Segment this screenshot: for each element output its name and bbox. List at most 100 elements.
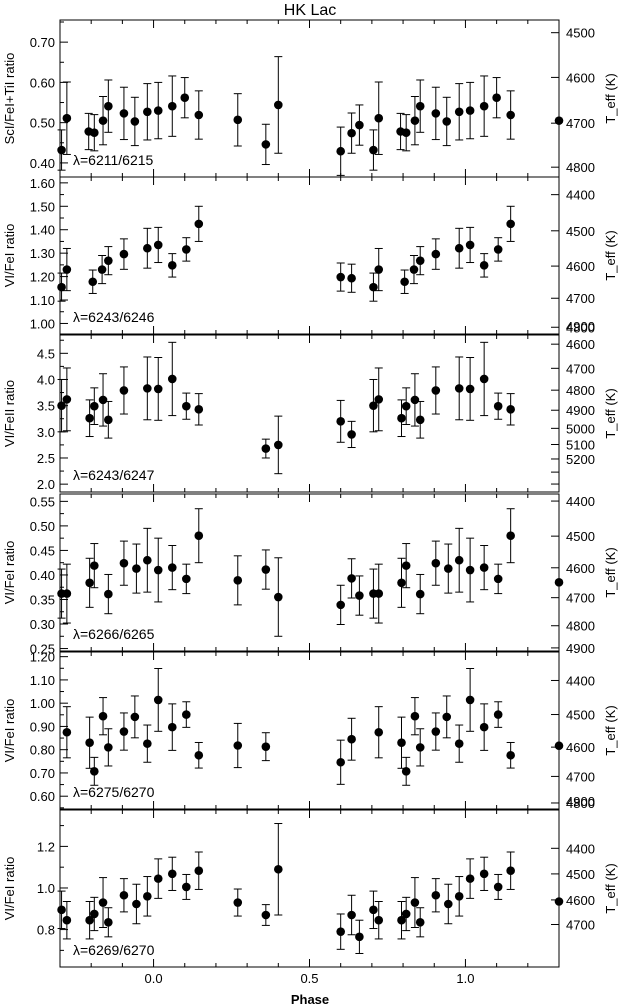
data-point — [274, 864, 283, 874]
data-point — [143, 555, 152, 565]
y-tick-label: 0.25 — [30, 642, 55, 657]
data-point — [261, 742, 271, 751]
y-tick-label: 0.35 — [30, 592, 55, 607]
data-point — [143, 739, 152, 748]
data-point — [431, 249, 441, 259]
data-point — [153, 695, 163, 705]
y-tick-label: 4.5 — [37, 346, 55, 361]
data-point — [90, 909, 99, 919]
data-point — [506, 405, 515, 414]
y-tick-label: 2.0 — [37, 477, 55, 492]
data-point — [233, 576, 243, 585]
data-point — [62, 727, 72, 737]
data-point — [182, 710, 191, 719]
right-tick-label: 4400 — [566, 673, 595, 688]
data-point — [415, 917, 425, 927]
data-point — [479, 101, 489, 111]
panel-3: 2.0 2.5 3.0 3.5 4.0 4.5 4600 4700 4800 4900 500051… — [2, 334, 618, 493]
data-point — [104, 917, 113, 927]
data-point — [167, 563, 177, 572]
data-point — [119, 727, 129, 736]
right-axis-label: T_eff (K) — [603, 388, 618, 438]
data-point — [454, 107, 464, 117]
y-tick-label: 3.5 — [37, 399, 55, 414]
wavelength-annotation: λ=6269/6270 — [73, 942, 155, 958]
right-tick-label: 4700 — [566, 917, 595, 932]
panel-1: 0.40 0.50 0.60 0.70 4500 4600 4700 4800 T_eff (K… — [2, 19, 618, 178]
data-point — [415, 256, 425, 265]
right-tick-label: 5200 — [566, 452, 595, 467]
y-tick-label: 1.10 — [30, 673, 55, 688]
data-point — [62, 113, 72, 123]
data-point — [465, 240, 475, 250]
data-point — [119, 109, 129, 118]
right-axis-label: T_eff (K) — [603, 73, 618, 123]
data-point — [465, 874, 475, 883]
data-point — [88, 277, 98, 287]
data-point — [98, 116, 108, 125]
data-point — [493, 245, 503, 254]
data-point — [153, 874, 163, 883]
y-tick-label: 1.00 — [30, 316, 55, 331]
data-point — [233, 115, 243, 125]
data-point — [57, 905, 66, 915]
data-point — [167, 374, 177, 384]
right-tick-label: 4800 — [566, 160, 595, 175]
right-tick-label: 4700 — [566, 116, 595, 131]
data-point — [130, 117, 140, 126]
data-point — [554, 741, 564, 751]
data-point — [85, 738, 94, 748]
data-point — [369, 905, 378, 915]
data-point — [401, 401, 411, 411]
data-point — [336, 146, 345, 156]
data-point — [410, 898, 420, 907]
panel-6: 0.8 1.0 1.2 4400 4500 4600 4700 T_eff (K) VI/FeI… — [2, 809, 618, 986]
data-point — [415, 101, 425, 111]
data-point — [410, 711, 420, 721]
data-point — [465, 384, 475, 394]
data-point — [180, 93, 190, 102]
data-point — [401, 909, 411, 919]
data-point — [415, 415, 425, 425]
x-axis-label: Phase — [291, 992, 329, 1007]
y-tick-label: 1.50 — [30, 199, 55, 214]
data-point — [400, 277, 409, 287]
data-point — [415, 743, 425, 752]
data-point — [119, 890, 129, 900]
data-point — [355, 120, 364, 130]
data-point — [347, 574, 356, 583]
y-tick-label: 0.8 — [37, 923, 55, 938]
data-point — [182, 574, 191, 584]
right-tick-label: 4700 — [566, 769, 595, 784]
right-tick-label: 4500 — [566, 529, 595, 544]
data-point — [493, 574, 503, 584]
y-axis-label: VI/FeI ratio — [2, 699, 17, 763]
data-point — [347, 430, 356, 439]
data-point — [479, 722, 489, 732]
data-point — [153, 565, 163, 575]
data-point — [454, 384, 464, 393]
data-point — [274, 440, 283, 450]
data-point — [194, 219, 204, 229]
data-point — [104, 589, 113, 599]
data-point — [401, 767, 411, 776]
y-tick-label: 0.60 — [30, 789, 55, 804]
data-point — [374, 395, 384, 404]
right-tick-label: 4600 — [566, 259, 595, 274]
wavelength-annotation: λ=6266/6265 — [73, 626, 155, 642]
data-point — [465, 695, 475, 705]
data-point — [153, 384, 163, 394]
y-tick-label: 0.70 — [30, 766, 55, 781]
right-tick-label: 4800 — [566, 383, 595, 398]
data-point — [132, 564, 141, 573]
data-point — [167, 261, 177, 270]
data-point — [85, 413, 94, 423]
right-tick-label: 5000 — [566, 421, 595, 436]
data-point — [374, 727, 384, 737]
data-point — [167, 869, 177, 879]
data-point — [90, 561, 99, 570]
data-point — [431, 890, 441, 900]
data-point — [90, 401, 99, 411]
right-axis-label: T_eff (K) — [603, 705, 618, 755]
data-point — [104, 101, 113, 111]
